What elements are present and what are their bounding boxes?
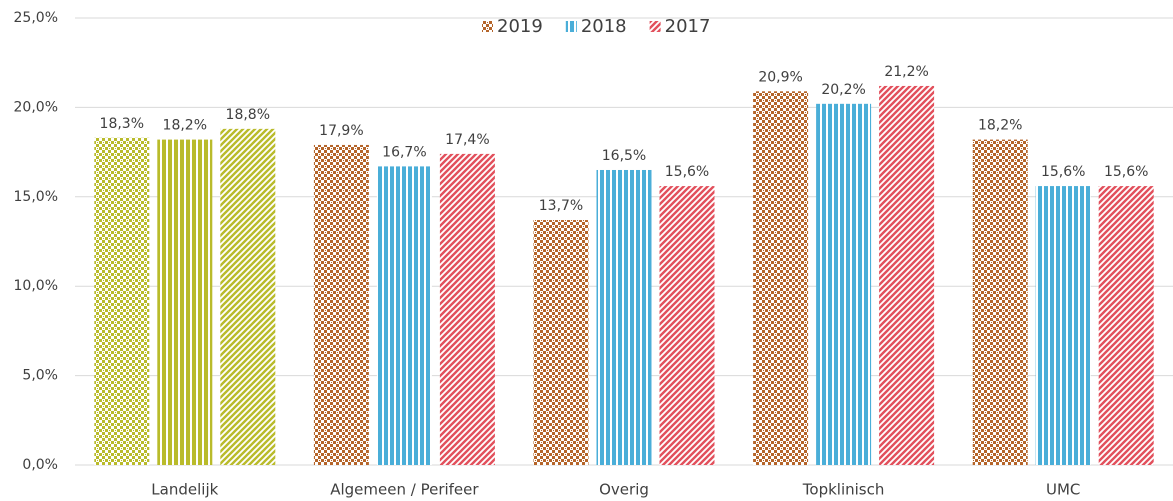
data-label: 20,2% — [821, 82, 865, 98]
data-label: 13,7% — [539, 198, 583, 214]
x-tick-label: Topklinisch — [802, 481, 885, 499]
bar — [439, 153, 495, 465]
bar — [659, 186, 715, 465]
y-tick-label: 10,0% — [14, 278, 58, 294]
x-tick-label: Landelijk — [151, 481, 218, 499]
data-label: 16,5% — [602, 148, 646, 164]
x-tick-label: Algemeen / Perifeer — [330, 481, 479, 499]
y-tick-label: 20,0% — [14, 99, 58, 115]
data-label: 17,9% — [319, 123, 363, 139]
y-tick-label: 5,0% — [22, 368, 58, 384]
bar — [1035, 186, 1091, 465]
legend-swatch — [649, 21, 661, 32]
bar — [816, 103, 872, 465]
bar — [972, 139, 1028, 466]
bar — [753, 91, 809, 466]
bar — [313, 144, 369, 465]
data-label: 16,7% — [382, 144, 426, 160]
y-tick-label: 25,0% — [14, 10, 58, 26]
bar — [94, 137, 150, 465]
x-tick-label: Overig — [599, 481, 649, 499]
data-label: 21,2% — [884, 64, 928, 80]
legend-label: 2018 — [581, 16, 627, 37]
legend-label: 2019 — [497, 16, 543, 37]
bar — [879, 85, 935, 465]
bar — [376, 166, 432, 466]
data-label: 15,6% — [665, 164, 709, 180]
data-label: 18,3% — [100, 116, 144, 132]
y-tick-label: 0,0% — [22, 457, 58, 473]
data-label: 15,6% — [1104, 164, 1148, 180]
data-label: 18,8% — [226, 107, 270, 123]
data-label: 15,6% — [1041, 164, 1085, 180]
bar — [220, 128, 276, 465]
legend-swatch — [482, 21, 493, 32]
bar — [1098, 186, 1154, 465]
legend-label: 2017 — [665, 16, 711, 37]
legend-swatch — [565, 21, 577, 32]
bar — [596, 169, 652, 466]
data-label: 17,4% — [445, 132, 489, 148]
bar — [157, 139, 213, 466]
data-label: 20,9% — [758, 69, 802, 85]
bar — [533, 220, 589, 465]
data-label: 18,2% — [978, 118, 1022, 134]
x-tick-label: UMC — [1046, 481, 1080, 499]
y-tick-label: 15,0% — [14, 189, 58, 205]
data-label: 18,2% — [163, 118, 207, 134]
